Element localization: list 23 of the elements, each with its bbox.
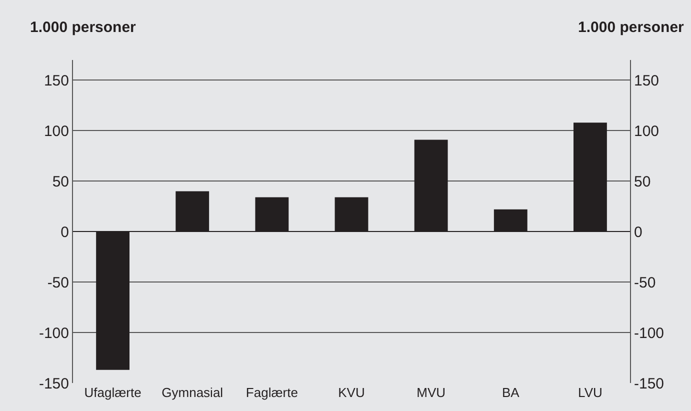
y2-tick-label: 0 [634,224,642,241]
x-tick-label: Gymnasial [162,385,224,400]
y-tick-label: 0 [60,224,69,241]
y2-tick-label: -150 [634,375,664,392]
x-tick-label: Ufaglærte [84,385,142,400]
x-tick-label: LVU [578,385,602,400]
y-tick-label: 100 [44,122,69,140]
y2-tick-label: 100 [634,122,660,140]
y2-axis-title: 1.000 personer [578,19,684,36]
y-tick-label: -100 [38,324,69,342]
x-tick-label: MVU [416,385,446,400]
y-axis-title: 1.000 personer [30,19,136,36]
y-tick-label: -150 [38,375,69,392]
y-tick-label: -50 [47,274,69,292]
y2-tick-label: -50 [634,274,656,292]
x-tick-label: Faglærte [246,385,298,400]
x-tick-label: KVU [338,385,365,400]
x-tick-label: BA [502,385,520,400]
y2-tick-label: -100 [634,324,664,342]
y-tick-label: 50 [52,173,69,190]
y2-tick-label: 150 [634,72,660,90]
y-tick-label: 150 [44,72,69,90]
y2-tick-label: 50 [634,173,651,190]
